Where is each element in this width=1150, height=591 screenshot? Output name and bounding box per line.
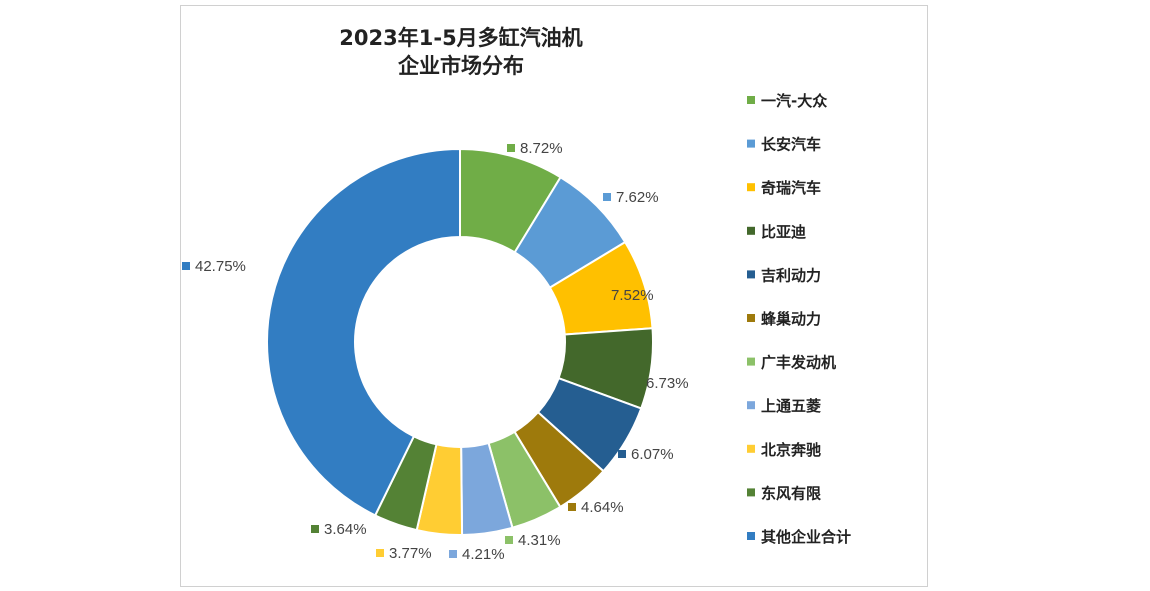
legend-label-10: 东风有限 (761, 484, 821, 502)
data-label-marker-10 (311, 525, 319, 533)
data-label-3: 7.52% (611, 287, 654, 304)
legend-label-8: 上通五菱 (761, 397, 821, 415)
chart-title: 2023年1-5月多缸汽油机 企业市场分布 (181, 24, 741, 80)
data-label-marker-11 (182, 262, 190, 270)
data-label-marker-3 (598, 291, 606, 299)
donut-chart: 8.72% 7.62% 7.52% 6.73% 6.07% 4.64% 4.31% 4.21%… (182, 92, 851, 563)
legend-marker-8 (747, 401, 755, 410)
legend-label-5: 吉利动力 (761, 266, 821, 284)
legend-marker-5 (747, 270, 755, 279)
legend-label-2: 长安汽车 (761, 136, 821, 154)
legend-label-9: 北京奔驰 (761, 441, 821, 459)
data-label-marker-4 (633, 379, 641, 387)
legend-marker-11 (747, 532, 755, 540)
chart-title-line1: 2023年1-5月多缸汽油机 (339, 26, 583, 50)
legend-marker-1 (747, 96, 755, 104)
legend-label-7: 广丰发动机 (761, 354, 836, 372)
legend-marker-7 (747, 357, 755, 366)
data-label-5: 6.07% (631, 446, 674, 463)
data-label-11: 42.75% (195, 258, 246, 275)
data-label-marker-2 (603, 193, 611, 201)
legend-label-4: 比亚迪 (761, 223, 806, 241)
legend-label-1: 一汽-大众 (761, 92, 827, 110)
data-label-marker-8 (449, 550, 457, 558)
slice-11 (266, 147, 461, 517)
data-label-marker-1 (507, 144, 515, 152)
data-labels: 8.72% 7.62% 7.52% 6.73% 6.07% 4.64% 4.31% 4.21%… (182, 140, 689, 563)
data-label-marker-5 (618, 450, 626, 458)
legend-marker-6 (747, 314, 755, 322)
legend-marker-3 (747, 183, 755, 192)
data-label-4: 6.73% (646, 375, 689, 392)
donut-slices (266, 147, 654, 536)
legend-marker-2 (747, 139, 755, 148)
data-label-7: 4.31% (518, 532, 561, 549)
data-label-2: 7.62% (616, 189, 659, 206)
data-label-10: 3.64% (324, 521, 367, 538)
chart-title-line2: 企业市场分布 (398, 54, 524, 78)
data-label-9: 3.77% (389, 545, 432, 562)
legend-marker-4 (747, 226, 755, 235)
data-label-1: 8.72% (520, 140, 563, 157)
chart-frame: 2023年1-5月多缸汽油机 企业市场分布 8.72% 7.62% 7.52% 6.7… (180, 5, 928, 587)
data-label-marker-7 (505, 536, 513, 544)
legend: 一汽-大众长安汽车奇瑞汽车比亚迪吉利动力蜂巢动力广丰发动机上通五菱北京奔驰东风有… (747, 92, 851, 546)
data-label-marker-6 (568, 503, 576, 511)
legend-label-11: 其他企业合计 (761, 528, 851, 546)
legend-marker-10 (747, 488, 755, 497)
legend-label-6: 蜂巢动力 (761, 310, 821, 328)
legend-marker-9 (747, 444, 755, 453)
legend-label-3: 奇瑞汽车 (761, 179, 821, 197)
data-label-6: 4.64% (581, 499, 624, 516)
data-label-marker-9 (376, 549, 384, 557)
data-label-8: 4.21% (462, 546, 505, 563)
